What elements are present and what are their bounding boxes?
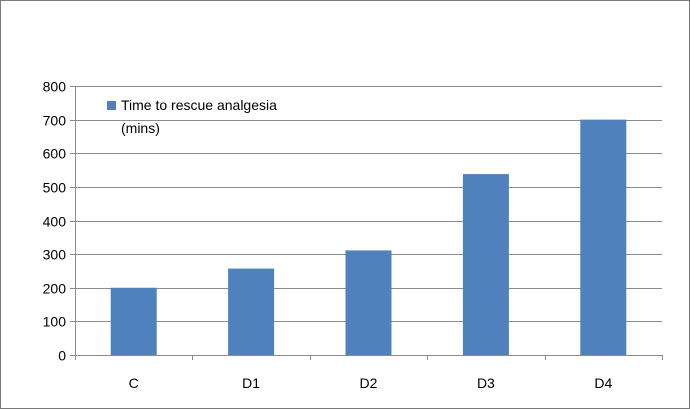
bars xyxy=(110,119,627,355)
y-tick-label: 0 xyxy=(58,348,66,364)
bar-d1 xyxy=(228,268,275,355)
y-tick-label: 300 xyxy=(43,247,67,263)
y-tick-label: 700 xyxy=(43,113,67,129)
y-tick-label: 800 xyxy=(43,79,67,95)
x-tick-label: C xyxy=(129,375,139,391)
x-tick-label: D2 xyxy=(360,375,378,391)
y-tick-label: 500 xyxy=(43,180,67,196)
x-tick-label: D3 xyxy=(477,375,495,391)
y-tick-label: 200 xyxy=(43,281,67,297)
y-tick-label: 600 xyxy=(43,146,67,162)
legend-label-line-1: Time to rescue analgesia xyxy=(121,97,277,113)
bar-d3 xyxy=(462,174,509,355)
bar-d2 xyxy=(345,250,392,355)
y-tick-label: 100 xyxy=(43,314,67,330)
legend-label-line-2: (mins) xyxy=(121,120,160,136)
x-tick-labels: C D1 D2 D3 D4 xyxy=(129,375,613,391)
axes xyxy=(70,86,663,360)
x-tick-label: D4 xyxy=(594,375,612,391)
y-tick-label: 400 xyxy=(43,214,67,230)
bar-d4 xyxy=(580,119,627,355)
legend: Time to rescue analgesia (mins) xyxy=(107,97,277,136)
y-tick-labels: 0 100 200 300 400 500 600 700 800 xyxy=(43,79,67,364)
legend-swatch xyxy=(107,101,116,110)
bar-c xyxy=(110,287,157,355)
x-tick-label: D1 xyxy=(242,375,260,391)
